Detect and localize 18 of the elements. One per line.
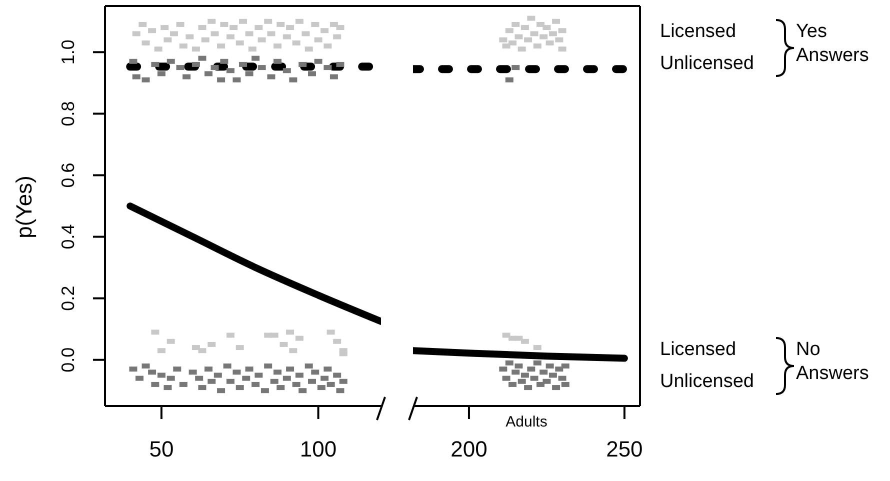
x-tick-label: 200 bbox=[450, 436, 488, 462]
y-tick-label: 0.6 bbox=[58, 162, 78, 188]
text: No Answers bbox=[796, 338, 870, 386]
x-axis-title: Adults bbox=[506, 414, 548, 431]
y-tick-label: 0.8 bbox=[58, 101, 78, 126]
text: Licensed bbox=[660, 20, 738, 44]
x-tick-label: 100 bbox=[300, 436, 337, 462]
y-tick-label: 0.2 bbox=[58, 286, 78, 311]
text: Yes Answers bbox=[796, 20, 870, 68]
x-tick-label: 250 bbox=[606, 436, 643, 462]
y-axis-title: p(Yes) bbox=[12, 176, 36, 238]
y-tick-label: 1.0 bbox=[58, 40, 78, 65]
text: Unlicensed bbox=[660, 52, 755, 76]
y-tick-label: 0.4 bbox=[58, 224, 78, 250]
text: Licensed bbox=[660, 338, 738, 362]
x-tick-label: 50 bbox=[149, 436, 174, 462]
text: Unlicensed bbox=[660, 370, 755, 394]
y-tick-label: 0.0 bbox=[58, 347, 78, 372]
